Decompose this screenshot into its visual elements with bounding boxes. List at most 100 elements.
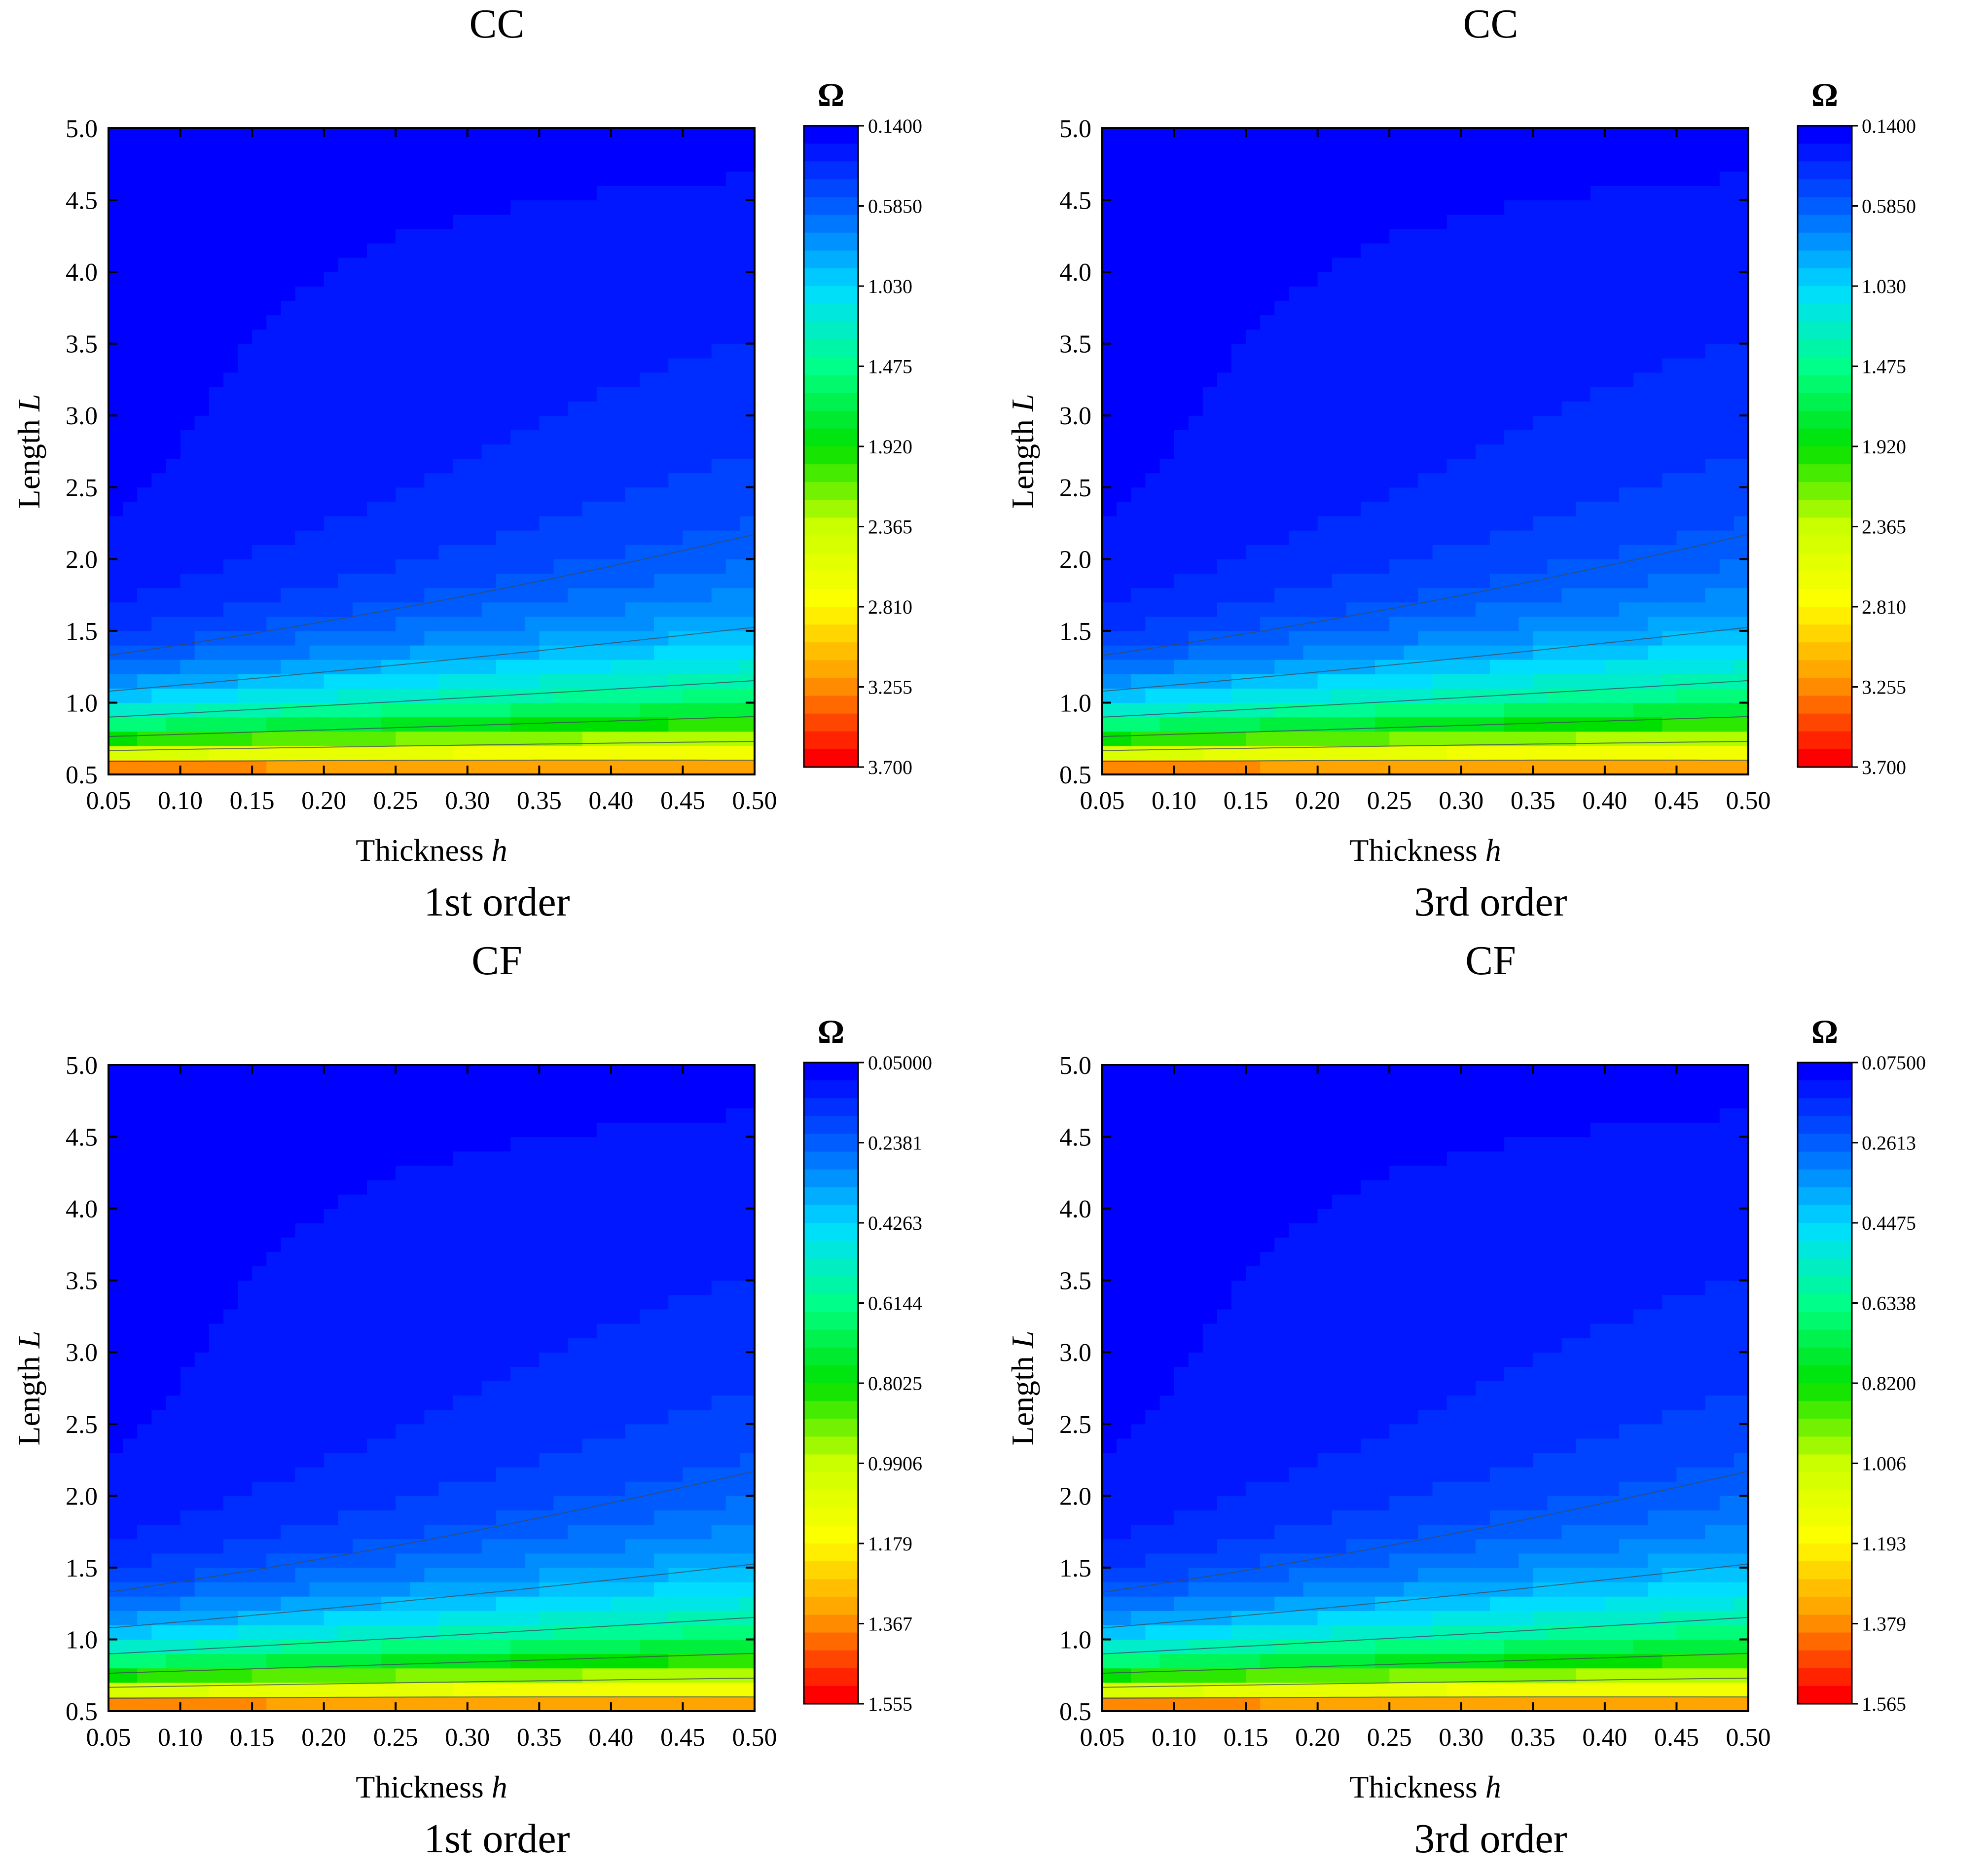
contour-cell <box>1691 573 1706 588</box>
contour-cell <box>295 430 310 445</box>
contour-cell <box>640 372 654 387</box>
contour-cell <box>1446 257 1462 272</box>
contour-cell <box>381 401 396 416</box>
contour-cell <box>510 214 525 229</box>
contour-cell <box>1289 257 1304 272</box>
contour-cell <box>1561 674 1577 689</box>
contour-cell <box>396 300 410 316</box>
contour-cell <box>309 1567 325 1582</box>
contour-cell <box>1332 630 1347 646</box>
contour-cell <box>108 257 123 272</box>
contour-cell <box>1246 602 1261 617</box>
contour-cell <box>725 573 741 588</box>
contour-cell <box>1490 516 1505 531</box>
y-tick-label: 2.0 <box>1059 546 1091 574</box>
contour-cell <box>223 1079 238 1094</box>
contour-cell <box>725 702 741 718</box>
contour-cell <box>525 444 540 459</box>
contour-cell <box>1576 530 1591 545</box>
contour-cell <box>295 1653 310 1669</box>
contour-cell <box>1289 200 1304 215</box>
contour-cell <box>1461 731 1476 746</box>
contour-cell <box>1561 688 1577 703</box>
x-tick-label: 0.15 <box>230 787 275 815</box>
contour-cell <box>1217 573 1232 588</box>
contour-cell <box>1719 286 1735 301</box>
contour-cell <box>1361 458 1375 474</box>
contour-cell <box>1446 501 1462 516</box>
contour-cell <box>1246 300 1261 316</box>
contour-cell <box>166 1294 181 1310</box>
contour-cell <box>151 128 167 143</box>
contour-cell <box>1332 760 1347 775</box>
contour-cell <box>1518 458 1533 474</box>
contour-cell <box>668 157 684 172</box>
contour-cell <box>266 616 281 631</box>
contour-cell <box>1274 473 1290 488</box>
contour-cell <box>596 272 612 287</box>
contour-cell <box>640 228 654 244</box>
contour-cell <box>324 257 339 272</box>
contour-cell <box>266 1294 281 1310</box>
contour-cell <box>1102 415 1117 430</box>
contour-cell <box>324 200 339 215</box>
contour-cell <box>424 717 439 732</box>
contour-cell <box>1533 243 1548 258</box>
contour-cell <box>654 157 669 172</box>
contour-cell <box>1461 545 1476 559</box>
contour-cell <box>1648 487 1663 502</box>
contour-cell <box>725 372 741 387</box>
contour-cell <box>611 300 626 316</box>
contour-cell <box>481 430 497 445</box>
contour-cell <box>1389 660 1404 674</box>
contour-cell <box>309 1338 325 1353</box>
contour-cell <box>194 444 210 459</box>
contour-cell <box>1174 286 1189 301</box>
contour-cell <box>381 430 396 445</box>
contour-cell <box>1202 157 1218 172</box>
contour-cell <box>281 760 296 775</box>
contour-cell <box>1202 616 1218 631</box>
contour-cell <box>1246 387 1261 402</box>
contour-cell <box>266 1639 281 1654</box>
contour-cell <box>1719 645 1735 660</box>
x-tick-label: 0.25 <box>373 787 418 815</box>
contour-cell <box>180 185 195 201</box>
contour-line <box>1102 740 1749 751</box>
contour-cell <box>108 458 123 474</box>
contour-cell <box>123 501 138 516</box>
contour-cell <box>137 1065 152 1080</box>
contour-cell <box>1361 329 1375 344</box>
contour-cell <box>1404 501 1419 516</box>
contour-cell <box>252 200 267 215</box>
contour-cell <box>194 516 210 531</box>
contour-cell <box>252 1266 267 1281</box>
contour-cell <box>309 1625 325 1640</box>
contour-cell <box>1734 588 1749 603</box>
contour-cell <box>1590 286 1605 301</box>
contour-cell <box>309 185 325 201</box>
contour-cell <box>568 286 583 301</box>
contour-cell <box>1691 128 1706 143</box>
contour-cell <box>209 1179 224 1195</box>
contour-cell <box>309 444 325 459</box>
contour-cell <box>252 1438 267 1453</box>
contour-cell <box>683 616 698 631</box>
contour-cell <box>654 415 669 430</box>
contour-cell <box>1202 745 1218 761</box>
contour-cell <box>309 501 325 516</box>
contour-cell <box>668 731 684 746</box>
contour-cell <box>1202 387 1218 402</box>
contour-cell <box>194 1165 210 1180</box>
contour-cell <box>180 1251 195 1267</box>
contour-cell <box>539 243 554 258</box>
contour-cell <box>1676 372 1692 387</box>
contour-cell <box>481 573 497 588</box>
contour-cell <box>1145 300 1160 316</box>
contour-cell <box>467 257 482 272</box>
contour-cell <box>1346 487 1361 502</box>
contour-cell <box>252 1094 267 1108</box>
contour-cell <box>625 458 640 474</box>
contour-cell <box>166 1524 181 1540</box>
contour-cell <box>1676 616 1692 631</box>
